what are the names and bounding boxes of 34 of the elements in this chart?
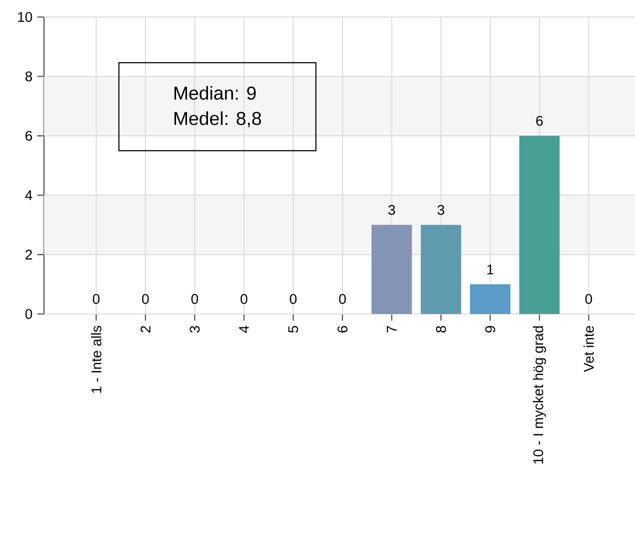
x-tick-label: 8 xyxy=(436,326,446,333)
y-tick-label: 0 xyxy=(25,309,32,319)
data-label: 0 xyxy=(339,294,346,304)
bar xyxy=(372,224,412,314)
x-tick-label: 4 xyxy=(239,326,249,333)
y-tick-label: 10 xyxy=(18,12,32,22)
x-tick-label: 2 xyxy=(140,326,150,332)
y-tick-label: 6 xyxy=(26,130,32,141)
data-label: 0 xyxy=(142,294,149,304)
bar xyxy=(420,224,462,314)
annotation: Median: 9 xyxy=(174,86,256,100)
bar xyxy=(519,136,560,314)
data-label: 3 xyxy=(438,204,444,215)
y-tick-label: 2 xyxy=(26,250,32,260)
data-label: 6 xyxy=(536,116,543,126)
data-label: 0 xyxy=(240,294,248,304)
x-tick-label: 10 - I mycket hög grad xyxy=(532,326,546,464)
x-tick-label: 9 xyxy=(485,326,496,333)
data-label: 1 xyxy=(487,264,494,274)
x-tick-label: Vet inte xyxy=(584,326,594,372)
x-tick-label: 3 xyxy=(190,326,200,333)
data-label: 3 xyxy=(388,204,395,215)
x-tick-label: 6 xyxy=(338,326,348,332)
x-tick-label: 5 xyxy=(288,326,298,333)
data-label: 0 xyxy=(191,294,198,304)
data-label: 0 xyxy=(585,294,592,304)
data-label: 0 xyxy=(92,294,100,304)
x-tick-label: 1 - Inte alls xyxy=(91,326,102,393)
y-tick-label: 8 xyxy=(25,71,32,82)
x-tick-label: 7 xyxy=(386,326,397,332)
y-tick-label: 4 xyxy=(25,190,32,200)
annotation: Medel: 8,8 xyxy=(174,111,262,128)
data-label: 0 xyxy=(290,294,297,304)
bar xyxy=(470,284,510,314)
